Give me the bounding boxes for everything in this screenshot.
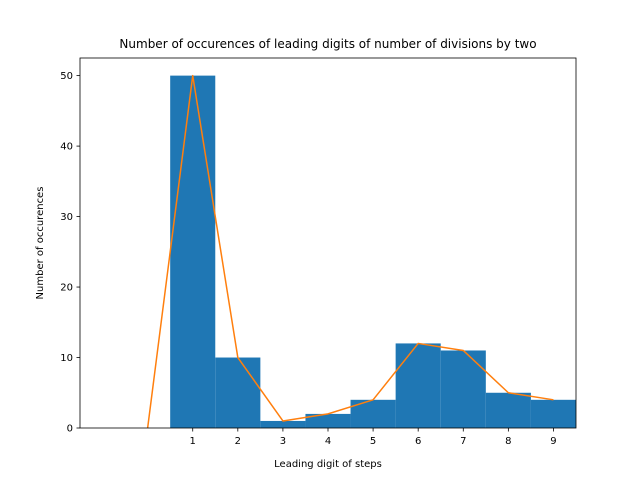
bar-6 [395,343,441,428]
y-tick-label-0: 0 [67,424,73,435]
bar-4 [305,413,351,428]
bar-9 [530,399,576,428]
bar-1 [170,75,216,428]
x-tick-label-1: 1 [190,436,196,447]
x-tick-label-7: 7 [460,436,466,447]
chart-title: Number of occurences of leading digits o… [119,37,536,51]
x-axis: 1 2 3 4 5 6 7 8 9 [190,428,557,447]
bar-8 [485,392,531,428]
x-tick-label-2: 2 [235,436,241,447]
y-tick-label-40: 40 [60,142,73,153]
x-tick-label-8: 8 [505,436,511,447]
y-axis: 0 10 20 30 40 50 [60,71,80,435]
x-tick-label-6: 6 [415,436,421,447]
x-tick-label-4: 4 [325,436,331,447]
x-tick-label-5: 5 [370,436,376,447]
bar-series [170,75,576,428]
y-tick-label-50: 50 [60,71,73,82]
bar-3 [260,420,306,428]
line-series [146,74,554,429]
x-tick-label-9: 9 [550,436,556,447]
bar-7 [440,350,486,428]
bar-2 [215,357,261,428]
x-tick-label-3: 3 [280,436,286,447]
y-axis-label: Number of occurences [35,187,46,300]
y-tick-label-20: 20 [60,283,73,294]
y-tick-label-10: 10 [60,353,73,364]
line-series-layer [146,74,554,429]
x-axis-label: Leading digit of steps [274,459,382,470]
y-tick-label-30: 30 [60,212,73,223]
